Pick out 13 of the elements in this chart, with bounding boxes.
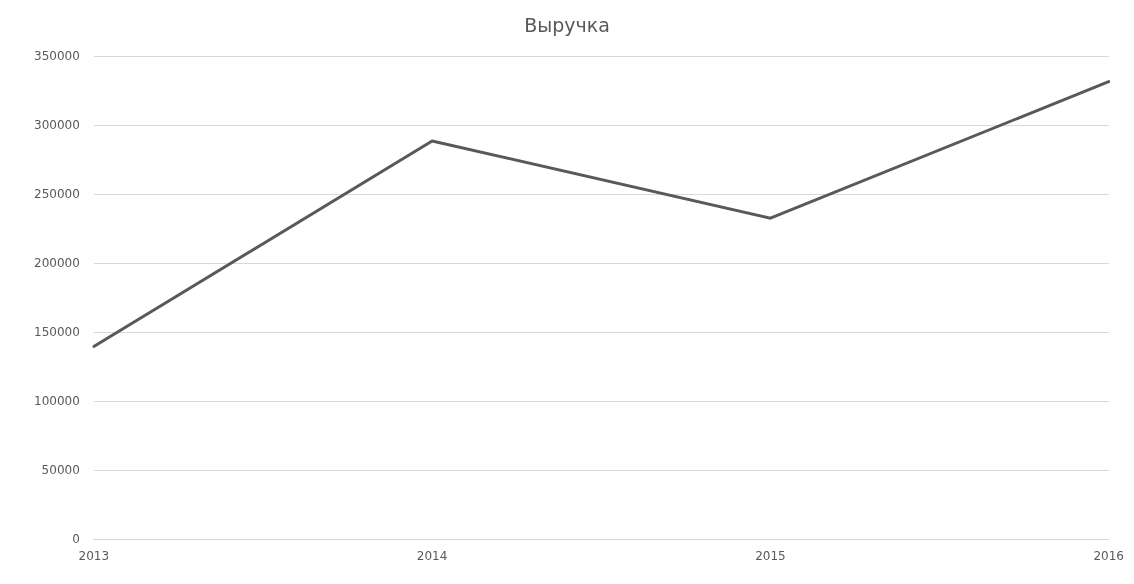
x-tick-label: 2015 xyxy=(755,548,786,563)
x-tick-label: 2016 xyxy=(1093,548,1124,563)
y-tick-label: 150000 xyxy=(34,324,80,339)
chart-title: Выручка xyxy=(524,14,610,37)
y-tick-label: 350000 xyxy=(34,48,80,63)
y-tick-label: 50000 xyxy=(41,462,80,477)
y-tick-label: 100000 xyxy=(34,393,80,408)
y-tick-label: 300000 xyxy=(34,117,80,132)
y-tick-label: 200000 xyxy=(34,255,80,270)
y-tick-label: 250000 xyxy=(34,186,80,201)
x-tick-label: 2013 xyxy=(78,548,110,563)
x-tick-label: 2014 xyxy=(416,548,448,563)
y-tick-label: 0 xyxy=(72,531,80,546)
